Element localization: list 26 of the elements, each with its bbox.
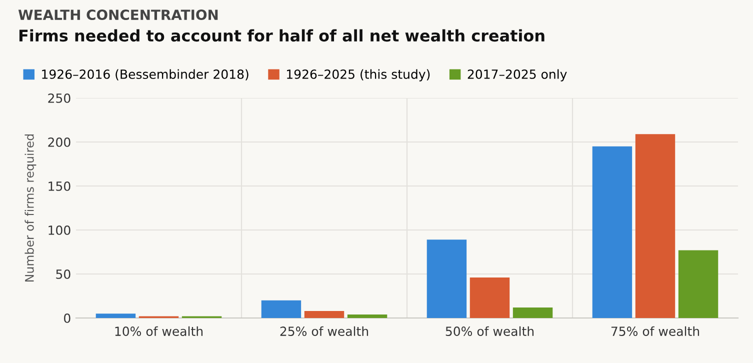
x-tick-label: 75% of wealth: [611, 326, 700, 336]
bar: [96, 314, 136, 318]
x-tick-label: 50% of wealth: [446, 326, 534, 336]
bar: [261, 300, 302, 318]
chart-title: WEALTH CONCENTRATION: [18, 10, 218, 20]
legend-label: 2017–2025 only: [468, 69, 567, 82]
y-tick-label: 200: [48, 137, 70, 147]
y-tick-label: 250: [48, 93, 70, 103]
bar: [512, 307, 553, 318]
y-tick-label: 0: [64, 313, 70, 323]
legend-label: 1926–2016 (Bessembinder 2018): [42, 69, 248, 80]
x-tick-label: 25% of wealth: [280, 326, 368, 336]
bar: [470, 278, 510, 318]
y-tick-label: 50: [56, 269, 70, 279]
bar: [426, 240, 467, 318]
bar: [347, 314, 388, 318]
bar: [304, 310, 344, 318]
y-tick-label: 150: [48, 181, 70, 191]
bar: [678, 250, 718, 318]
bar: [635, 134, 676, 318]
y-tick-label: 100: [48, 225, 70, 235]
chart-subtitle: Firms needed to account for half of all net wealth creation: [19, 29, 544, 42]
legend-label: 1926–2025 (this study): [287, 69, 430, 82]
y-axis-title: Number of firms required: [24, 134, 36, 282]
bar: [592, 146, 632, 318]
x-tick-label: 10% of wealth: [115, 326, 203, 336]
